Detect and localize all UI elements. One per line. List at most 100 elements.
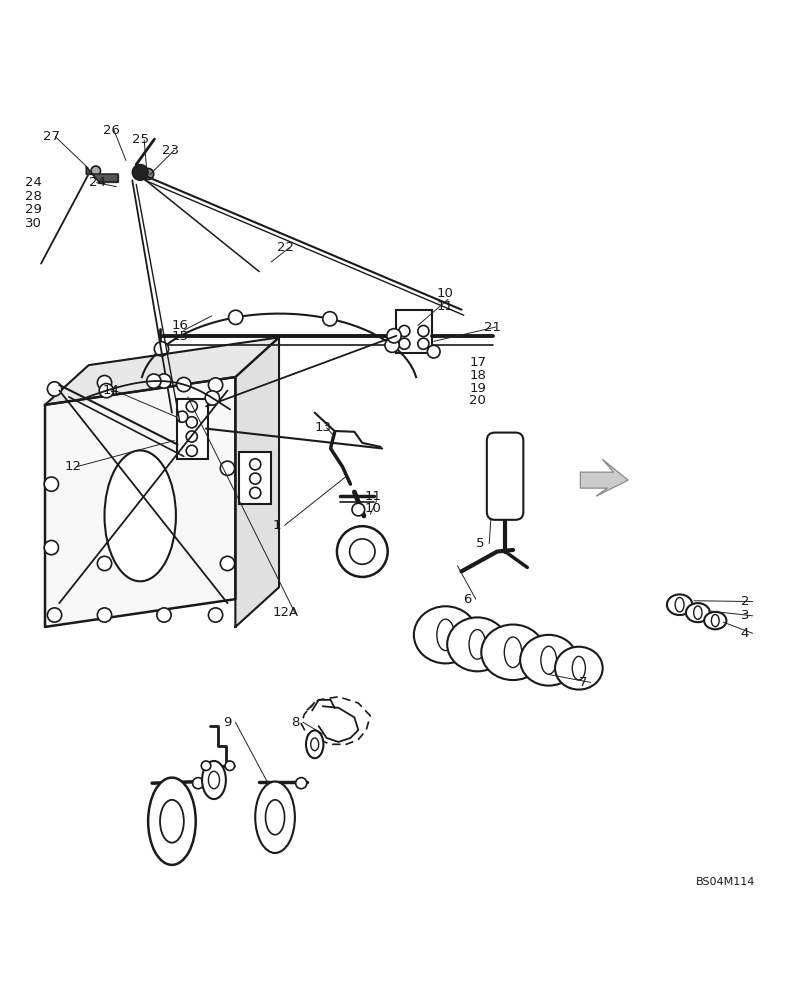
Ellipse shape [520,635,577,686]
Text: 17: 17 [470,356,486,369]
Text: 27: 27 [43,130,60,143]
Text: 10: 10 [365,502,381,515]
Text: 28: 28 [25,190,42,203]
FancyBboxPatch shape [487,433,523,520]
Polygon shape [45,337,279,405]
Text: 19: 19 [470,382,486,395]
Text: 20: 20 [470,394,486,407]
Ellipse shape [306,730,323,758]
Circle shape [352,503,365,516]
Circle shape [97,608,111,622]
Ellipse shape [266,800,284,835]
Circle shape [193,778,204,789]
Circle shape [349,539,375,564]
Ellipse shape [414,606,478,663]
Circle shape [209,378,223,392]
Polygon shape [580,460,628,496]
Circle shape [45,540,58,555]
Text: 6: 6 [463,593,471,606]
Circle shape [177,377,191,392]
Circle shape [157,608,171,622]
Text: 12: 12 [64,460,82,473]
Text: 3: 3 [740,609,749,622]
Text: 1: 1 [273,519,281,532]
Circle shape [45,477,58,491]
Circle shape [97,556,111,571]
Bar [240,452,271,504]
Text: 15: 15 [172,330,189,343]
Polygon shape [86,167,118,182]
Text: 25: 25 [132,133,150,146]
Ellipse shape [447,617,508,671]
Circle shape [322,312,337,326]
Text: 4: 4 [740,627,749,640]
Ellipse shape [160,800,184,843]
Circle shape [220,556,235,571]
Circle shape [387,329,401,343]
Circle shape [177,411,188,422]
Circle shape [225,761,235,770]
Ellipse shape [148,778,196,865]
Text: 11: 11 [436,300,453,313]
Circle shape [100,384,114,398]
Text: 24: 24 [88,176,106,189]
Ellipse shape [202,761,226,799]
Text: 24: 24 [25,176,42,189]
Circle shape [91,166,100,176]
Circle shape [250,473,261,484]
Text: 18: 18 [470,369,486,382]
Bar [178,399,208,459]
Circle shape [97,375,111,390]
Text: 26: 26 [103,124,119,137]
Circle shape [154,342,169,356]
Circle shape [48,608,61,622]
Text: 5: 5 [476,537,484,550]
Circle shape [157,374,171,388]
Ellipse shape [555,647,603,690]
Ellipse shape [704,612,727,629]
Text: 30: 30 [25,217,42,230]
Circle shape [132,164,148,180]
Circle shape [418,325,429,337]
Text: 10: 10 [436,287,453,300]
Text: 7: 7 [579,676,587,689]
Circle shape [186,431,197,442]
Circle shape [201,761,211,770]
Text: BS04M114: BS04M114 [696,877,755,887]
Ellipse shape [482,625,544,680]
Text: 2: 2 [740,595,749,608]
Ellipse shape [104,450,176,581]
Text: 11: 11 [365,490,382,503]
Text: 13: 13 [314,421,332,434]
Circle shape [427,345,440,358]
Circle shape [186,445,197,456]
Circle shape [385,338,400,352]
Circle shape [220,461,235,475]
Text: 9: 9 [224,716,232,729]
Circle shape [250,459,261,470]
Ellipse shape [667,594,693,615]
Circle shape [209,608,223,622]
Circle shape [186,401,197,412]
Polygon shape [45,377,236,627]
Circle shape [205,391,220,405]
Circle shape [295,778,306,789]
Text: 8: 8 [291,716,299,729]
Text: 21: 21 [484,321,501,334]
Text: 29: 29 [25,203,42,216]
Circle shape [186,417,197,428]
Ellipse shape [256,782,295,853]
Circle shape [48,382,61,396]
Bar [396,310,432,353]
Ellipse shape [686,603,710,622]
Circle shape [228,310,243,324]
Text: 23: 23 [162,144,178,157]
Circle shape [418,338,429,349]
Circle shape [337,526,388,577]
Circle shape [250,487,261,498]
Circle shape [146,374,161,388]
Polygon shape [236,337,279,627]
Text: 22: 22 [278,241,295,254]
Text: 12A: 12A [273,606,298,619]
Text: 14: 14 [103,384,119,397]
